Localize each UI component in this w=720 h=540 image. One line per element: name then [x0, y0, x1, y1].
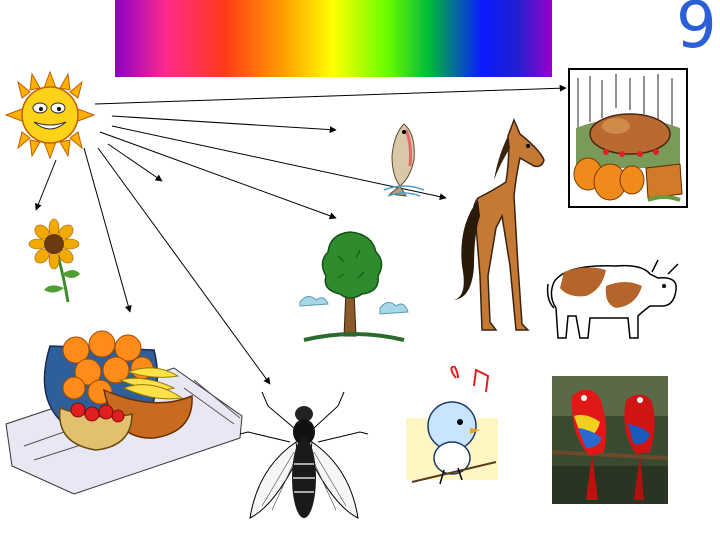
arrow-to-fruit: [83, 147, 132, 313]
horse-icon: [454, 117, 545, 331]
fruit-basket-icon: [5, 330, 243, 495]
turkey-dinner-icon: [568, 68, 688, 208]
fly-icon: [239, 391, 369, 519]
arrow-to-grass: [107, 143, 163, 182]
fish-icon: [383, 123, 425, 197]
color-spectrum-bar: [115, 0, 552, 77]
sunflower-icon: [28, 218, 80, 303]
arrow-to-tree: [99, 131, 337, 220]
arrow-to-fly: [97, 147, 271, 385]
cow-icon: [546, 259, 679, 339]
arrow-to-turkey: [94, 84, 567, 105]
parrots-photo: [552, 376, 668, 504]
page-number: 9: [676, 0, 717, 63]
arrow-to-horse: [111, 125, 447, 201]
tree-icon: [299, 231, 409, 342]
singing-bird-icon: [406, 366, 498, 485]
sun-icon: [4, 70, 96, 160]
arrow-to-sunflower: [35, 159, 57, 211]
arrow-to-fish: [111, 115, 337, 134]
